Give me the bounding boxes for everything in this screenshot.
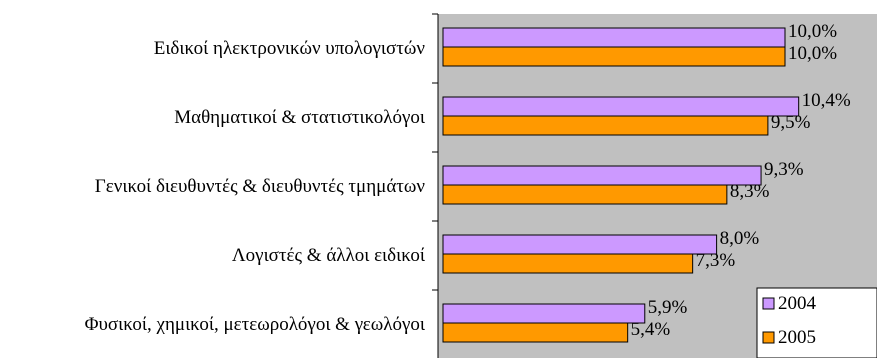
- bar-2005: [442, 322, 629, 343]
- value-label-2005: 7,3%: [696, 250, 736, 271]
- bar-2005: [442, 115, 769, 136]
- legend-swatch-2004: [762, 297, 775, 310]
- axis-ticks: [432, 13, 438, 360]
- bar-2004: [442, 165, 762, 186]
- category-label: Ειδικοί ηλεκτρονικών υπολογιστών: [154, 38, 426, 59]
- legend-label-2005: 2005: [778, 327, 816, 348]
- category-label: Γενικοί διευθυντές & διευθυντές τμημάτων: [95, 176, 426, 197]
- bar-2005: [442, 46, 786, 67]
- bar-2005: [442, 184, 728, 205]
- bar-2004: [442, 27, 786, 48]
- value-label-2005: 9,5%: [771, 112, 811, 133]
- category-label: Λογιστές & άλλοι ειδικοί: [232, 245, 426, 266]
- bar-2005: [442, 253, 694, 274]
- category-labels: Ειδικοί ηλεκτρονικών υπολογιστών Μαθηματι…: [85, 38, 426, 335]
- bar-2004: [442, 234, 718, 255]
- value-label-2004: 9,3%: [764, 159, 804, 180]
- value-label-2004: 10,4%: [802, 90, 851, 111]
- legend-box: [756, 287, 877, 359]
- legend-label-2004: 2004: [778, 293, 817, 314]
- category-label: Μαθηματικοί & στατιστικολόγοι: [174, 107, 426, 128]
- value-label-2004: 5,9%: [648, 297, 688, 318]
- category-label: Φυσικοί, χημικοί, μετεωρολόγοι & γεωλόγο…: [85, 314, 426, 335]
- bar-2004: [442, 303, 646, 324]
- value-label-2005: 5,4%: [631, 319, 671, 340]
- value-labels: 10,0%10,0% 10,4%9,5% 9,3%8,3% 8,0%7,3% 5,9%5…: [631, 21, 851, 340]
- legend-swatch-2005: [762, 331, 775, 344]
- bar-2004: [442, 96, 800, 117]
- value-label-2005: 8,3%: [730, 181, 770, 202]
- legend: 2004 2005: [756, 287, 877, 359]
- value-label-2004: 10,0%: [788, 21, 837, 42]
- value-label-2004: 8,0%: [720, 228, 760, 249]
- value-label-2005: 10,0%: [788, 43, 837, 64]
- bars-layer: [442, 27, 800, 343]
